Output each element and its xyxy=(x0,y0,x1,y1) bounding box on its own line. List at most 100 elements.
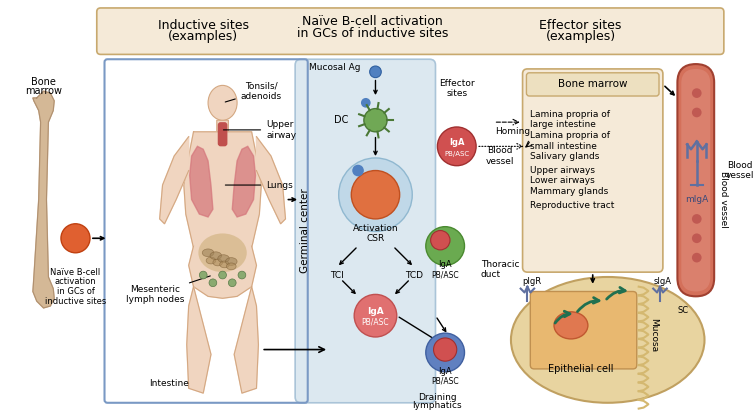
Text: Lamina propria of: Lamina propria of xyxy=(530,131,611,140)
Ellipse shape xyxy=(227,263,236,270)
Text: inductive sites: inductive sites xyxy=(45,296,106,306)
Circle shape xyxy=(692,234,702,243)
Ellipse shape xyxy=(210,252,221,259)
Text: PB/ASC: PB/ASC xyxy=(431,377,459,386)
Text: Tonsils/
adenoids: Tonsils/ adenoids xyxy=(225,81,282,102)
Text: IgA: IgA xyxy=(449,138,465,147)
FancyBboxPatch shape xyxy=(530,291,637,369)
Circle shape xyxy=(692,88,702,98)
Circle shape xyxy=(61,224,90,253)
Text: Lungs: Lungs xyxy=(225,181,293,190)
Text: TCD: TCD xyxy=(405,271,423,279)
Text: IgA: IgA xyxy=(438,260,452,269)
Polygon shape xyxy=(33,91,54,308)
FancyBboxPatch shape xyxy=(97,8,724,54)
Text: Inductive sites: Inductive sites xyxy=(157,19,248,32)
Text: pIgR: pIgR xyxy=(523,277,542,286)
Text: Lamina propria of: Lamina propria of xyxy=(530,110,611,118)
Text: Mucosa: Mucosa xyxy=(649,318,657,352)
Text: small intestine: small intestine xyxy=(530,141,597,151)
Text: Blood
vessel: Blood vessel xyxy=(726,161,753,180)
Ellipse shape xyxy=(554,312,588,339)
FancyBboxPatch shape xyxy=(678,64,714,296)
Text: PB/ASC: PB/ASC xyxy=(444,151,469,157)
Text: Salivary glands: Salivary glands xyxy=(530,152,599,161)
Circle shape xyxy=(209,279,217,286)
Text: Effector sites: Effector sites xyxy=(539,19,622,32)
Circle shape xyxy=(370,66,381,78)
FancyBboxPatch shape xyxy=(218,122,227,146)
Text: Thoracic: Thoracic xyxy=(481,260,520,269)
Text: marrow: marrow xyxy=(25,86,62,96)
Text: Activation: Activation xyxy=(352,224,398,233)
Text: (examples): (examples) xyxy=(168,30,238,43)
Text: large intestine: large intestine xyxy=(530,120,596,129)
FancyBboxPatch shape xyxy=(526,73,659,96)
Circle shape xyxy=(437,127,476,166)
Text: in GCs of inductive sites: in GCs of inductive sites xyxy=(297,27,448,40)
Polygon shape xyxy=(232,146,255,217)
Text: (examples): (examples) xyxy=(546,30,616,43)
Circle shape xyxy=(431,231,450,250)
Polygon shape xyxy=(160,137,189,224)
Text: activation: activation xyxy=(55,277,96,286)
Circle shape xyxy=(692,108,702,117)
Text: Mucosal Ag: Mucosal Ag xyxy=(309,63,361,73)
Circle shape xyxy=(352,171,400,219)
Text: IgA: IgA xyxy=(438,367,452,376)
Ellipse shape xyxy=(208,85,237,120)
Text: SC: SC xyxy=(678,306,688,315)
Ellipse shape xyxy=(225,258,237,265)
Text: IgA: IgA xyxy=(367,307,384,317)
Polygon shape xyxy=(190,146,213,217)
Text: TCI: TCI xyxy=(330,271,343,279)
Circle shape xyxy=(218,271,227,279)
Text: PB/ASC: PB/ASC xyxy=(431,271,459,279)
Text: duct: duct xyxy=(481,269,501,279)
Circle shape xyxy=(364,108,387,132)
Ellipse shape xyxy=(511,277,705,403)
Circle shape xyxy=(425,227,465,265)
Ellipse shape xyxy=(198,234,247,272)
Text: sIgA: sIgA xyxy=(654,277,672,286)
Circle shape xyxy=(434,338,457,361)
Ellipse shape xyxy=(220,261,230,268)
Text: Blood
vessel: Blood vessel xyxy=(486,146,514,166)
Ellipse shape xyxy=(203,249,214,256)
Polygon shape xyxy=(187,286,211,393)
Circle shape xyxy=(352,165,364,176)
Circle shape xyxy=(339,158,412,231)
FancyBboxPatch shape xyxy=(217,120,228,134)
Text: Reproductive tract: Reproductive tract xyxy=(530,201,614,209)
Text: PB/ASC: PB/ASC xyxy=(361,318,389,327)
Text: Mammary glands: Mammary glands xyxy=(530,187,608,196)
Text: Homing: Homing xyxy=(495,127,530,136)
Text: Effector: Effector xyxy=(439,79,474,88)
Text: mIgA: mIgA xyxy=(685,195,709,204)
Ellipse shape xyxy=(218,255,230,262)
Circle shape xyxy=(692,253,702,262)
Polygon shape xyxy=(257,137,285,224)
Text: Bone marrow: Bone marrow xyxy=(558,79,627,89)
Text: Naïve B-cell activation: Naïve B-cell activation xyxy=(302,15,443,28)
FancyBboxPatch shape xyxy=(681,69,710,291)
Text: Germinal center: Germinal center xyxy=(300,188,309,274)
Text: CSR: CSR xyxy=(367,234,385,243)
Circle shape xyxy=(200,271,207,279)
Text: Upper
airway: Upper airway xyxy=(224,120,296,140)
Text: DC: DC xyxy=(334,115,349,125)
Text: in GCs of: in GCs of xyxy=(56,287,94,296)
Text: Epithelial cell: Epithelial cell xyxy=(548,364,614,374)
Text: lymphatics: lymphatics xyxy=(413,401,462,410)
Circle shape xyxy=(238,271,245,279)
Text: Intestine: Intestine xyxy=(149,379,189,388)
Text: Upper airways: Upper airways xyxy=(530,166,596,175)
Text: sites: sites xyxy=(447,89,468,98)
Text: Mesenteric
lymph nodes: Mesenteric lymph nodes xyxy=(126,276,210,304)
Text: Lower airways: Lower airways xyxy=(530,176,595,185)
Text: Draining: Draining xyxy=(418,394,457,402)
Circle shape xyxy=(228,279,236,286)
FancyBboxPatch shape xyxy=(523,69,663,272)
Circle shape xyxy=(361,98,370,108)
Circle shape xyxy=(354,294,397,337)
